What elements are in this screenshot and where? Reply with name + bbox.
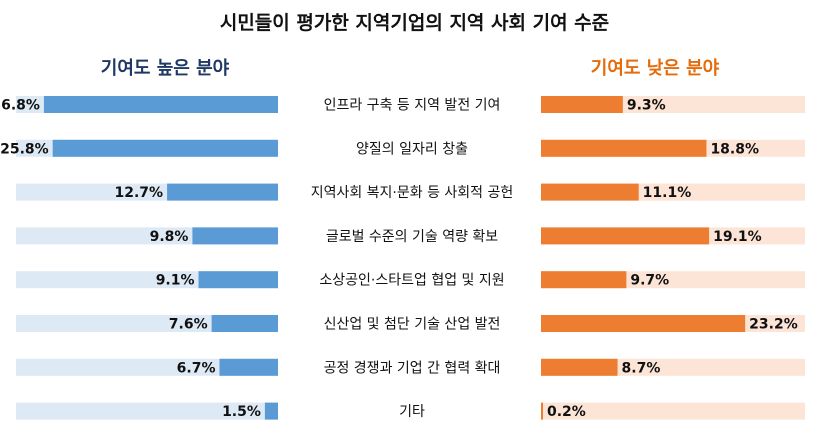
right-panel-heading: 기여도 낮은 분야 — [590, 58, 720, 79]
left-bar — [43, 96, 278, 113]
left-value-label: 26.8% — [0, 98, 40, 114]
left-bar — [219, 358, 278, 376]
category-label: 지역사회 복지·문화 등 사회적 공헌 — [311, 185, 514, 201]
category-label: 양질의 일자리 창출 — [356, 141, 468, 157]
left-value-label: 9.8% — [150, 229, 189, 245]
right-bar — [541, 96, 623, 113]
left-panel-heading: 기여도 높은 분야 — [100, 58, 230, 79]
right-bar — [541, 271, 627, 289]
left-bar — [192, 227, 278, 245]
left-value-label: 12.7% — [115, 185, 164, 201]
category-label: 기타 — [399, 404, 425, 420]
left-value-label: 25.8% — [0, 141, 49, 157]
right-bar — [541, 183, 639, 201]
category-label: 인프라 구축 등 지역 발전 기여 — [324, 98, 501, 114]
category-label: 글로벌 수준의 기술 역량 확보 — [326, 229, 498, 245]
left-bar — [211, 315, 278, 332]
left-bar — [52, 139, 279, 157]
left-value-label: 7.6% — [169, 317, 208, 333]
left-bar — [167, 183, 278, 201]
right-value-label: 18.8% — [710, 141, 759, 157]
category-label: 공정 경쟁과 기업 간 협력 확대 — [324, 360, 501, 376]
right-bar — [541, 139, 707, 157]
right-value-label: 23.2% — [749, 317, 798, 333]
chart-title: 시민들이 평가한 지역기업의 지역 사회 기여 수준 — [219, 12, 610, 34]
right-track — [541, 402, 805, 420]
right-bar — [541, 315, 746, 332]
right-value-label: 11.1% — [643, 185, 692, 201]
right-bar — [541, 227, 710, 245]
right-value-label: 8.7% — [622, 360, 661, 376]
right-bar — [541, 358, 618, 376]
left-value-label: 1.5% — [222, 404, 261, 420]
right-value-label: 9.3% — [627, 98, 666, 114]
category-label: 신산업 및 첨단 기술 산업 발전 — [324, 317, 501, 333]
left-value-label: 6.7% — [177, 360, 216, 376]
left-bar — [264, 402, 278, 420]
right-value-label: 0.2% — [547, 404, 586, 420]
right-value-label: 9.7% — [630, 273, 669, 289]
right-bar — [541, 402, 543, 420]
left-track — [16, 402, 278, 420]
right-value-label: 19.1% — [713, 229, 762, 245]
category-label: 소상공인·스타트업 협업 및 지원 — [319, 273, 504, 289]
left-value-label: 9.1% — [156, 273, 195, 289]
left-track — [16, 358, 278, 376]
left-bar — [198, 271, 278, 289]
